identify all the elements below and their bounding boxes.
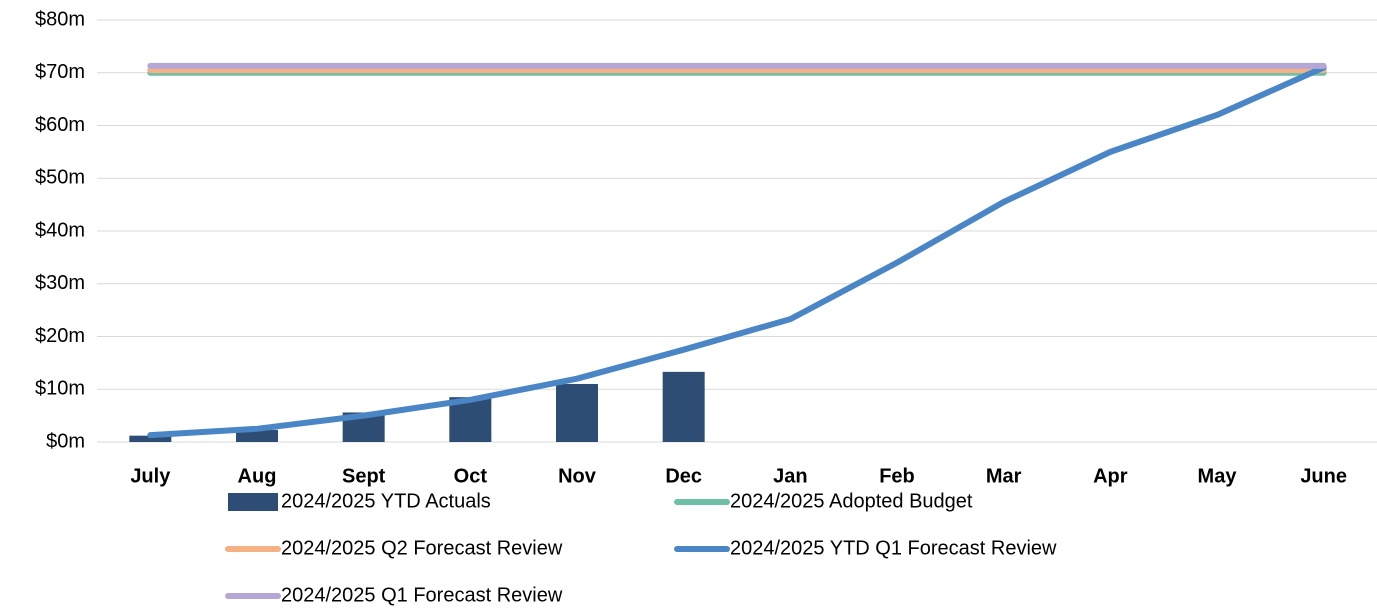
legend-label: 2024/2025 YTD Actuals — [281, 490, 491, 512]
bar — [129, 435, 172, 442]
y-tick-label: $0m — [46, 430, 85, 452]
bar — [236, 429, 278, 442]
x-tick-label: Dec — [665, 465, 702, 487]
legend-label: 2024/2025 Q1 Forecast Review — [281, 584, 563, 606]
x-tick-label: May — [1198, 465, 1238, 487]
x-tick-label: Apr — [1093, 465, 1128, 487]
legend-label: 2024/2025 YTD Q1 Forecast Review — [730, 537, 1057, 559]
bar — [662, 371, 705, 442]
y-tick-label: $60m — [35, 114, 85, 136]
x-tick-label: Jan — [773, 465, 807, 487]
y-tick-label: $80m — [35, 8, 85, 30]
y-tick-label: $50m — [35, 167, 85, 189]
y-tick-label: $40m — [35, 219, 85, 241]
bar — [556, 383, 598, 442]
x-tick-label: Aug — [238, 465, 277, 487]
line-series — [147, 64, 1327, 439]
y-tick-label: $30m — [35, 272, 85, 294]
y-tick-label: $20m — [35, 325, 85, 347]
y-tick-label: $10m — [35, 378, 85, 400]
legend-label: 2024/2025 Adopted Budget — [730, 490, 973, 512]
x-tick-label: Sept — [342, 465, 386, 487]
x-tick-label: Nov — [558, 465, 597, 487]
x-tick-label: Feb — [879, 465, 915, 487]
legend-label: 2024/2025 Q2 Forecast Review — [281, 537, 563, 559]
x-tick-label: Oct — [454, 465, 488, 487]
x-tick-label: July — [130, 465, 171, 487]
x-tick-label: June — [1300, 465, 1347, 487]
legend-swatch — [228, 493, 278, 511]
y-tick-label: $70m — [35, 61, 85, 83]
x-tick-label: Mar — [986, 465, 1022, 487]
